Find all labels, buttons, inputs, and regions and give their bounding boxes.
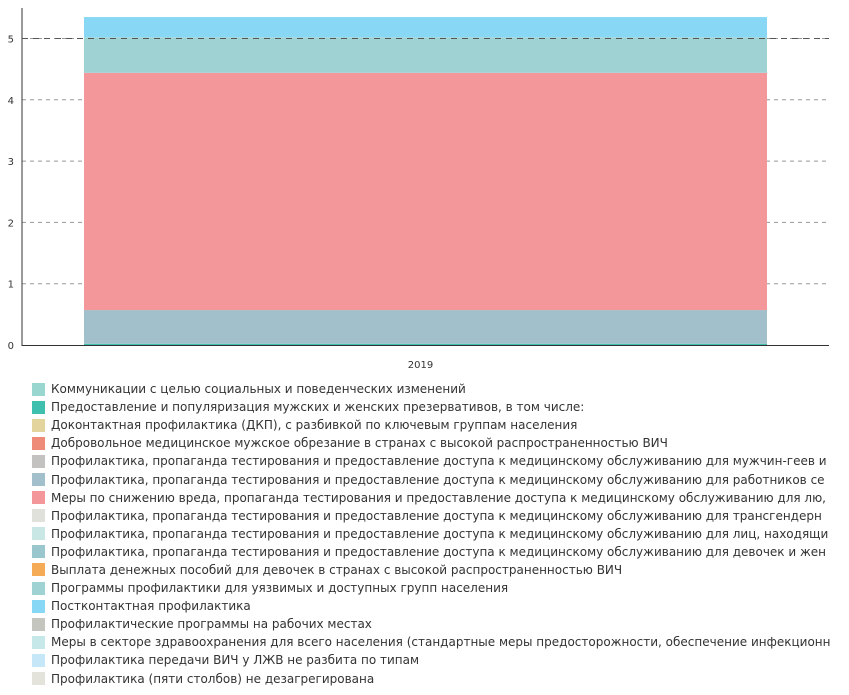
legend-label: Меры по снижению вреда, пропаганда тести… <box>51 490 826 505</box>
legend-label: Профилактика (пяти столбов) не дезагреги… <box>51 671 375 686</box>
y-tick-label: 0 <box>8 341 14 352</box>
y-tick-label: 3 <box>8 157 14 168</box>
bar-segment <box>84 37 767 73</box>
legend-swatch <box>32 436 45 450</box>
legend-swatch <box>32 418 45 432</box>
legend-swatch <box>32 454 45 468</box>
stacked-bar-chart: 0 1 2 3 4 5 2019 <box>8 8 829 370</box>
legend-label: Профилактические программы на рабочих ме… <box>51 617 372 632</box>
legend-swatch <box>32 491 45 505</box>
legend-item: Профилактика передачи ВИЧ у ЛЖВ не разби… <box>32 651 849 669</box>
y-tick-label: 1 <box>8 280 14 291</box>
bar-segment <box>84 17 767 38</box>
legend-label: Профилактика передачи ВИЧ у ЛЖВ не разби… <box>51 653 420 668</box>
legend-label: Профилактика, пропаганда тестирования и … <box>51 472 825 487</box>
legend-label: Профилактика, пропаганда тестирования и … <box>51 508 822 523</box>
legend-swatch <box>32 382 45 396</box>
y-tick-label: 4 <box>8 96 14 107</box>
legend-item: Меры в секторе здравоохранения для всего… <box>32 633 849 651</box>
bar-segment <box>84 343 767 345</box>
y-tick-label: 5 <box>8 35 14 46</box>
legend-swatch <box>32 653 45 667</box>
legend-item: Коммуникации с целью социальных и поведе… <box>32 380 849 398</box>
legend-item: Добровольное медицинское мужское обрезан… <box>32 434 849 452</box>
x-tick-label: 2019 <box>408 360 433 370</box>
y-tick-label: 2 <box>8 218 14 229</box>
legend-swatch <box>32 672 45 686</box>
legend-label: Добровольное медицинское мужское обрезан… <box>51 436 668 451</box>
chart-legend: Коммуникации с целью социальных и поведе… <box>32 380 849 688</box>
x-tick-labels: 2019 <box>408 360 433 370</box>
legend-label: Программы профилактики для уязвимых и до… <box>51 581 509 596</box>
legend-label: Постконтактная профилактика <box>51 599 251 614</box>
axes <box>21 8 829 346</box>
legend-item: Доконтактная профилактика (ДКП), с разби… <box>32 416 849 434</box>
legend-item: Профилактика, пропаганда тестирования и … <box>32 452 849 470</box>
legend-label: Предоставление и популяризация мужских и… <box>51 400 585 415</box>
legend-item: Профилактика, пропаганда тестирования и … <box>32 507 849 525</box>
legend-swatch <box>32 400 45 414</box>
legend-swatch <box>32 473 45 487</box>
legend-item: Профилактика (пяти столбов) не дезагреги… <box>32 670 849 688</box>
legend-item: Профилактические программы на рабочих ме… <box>32 615 849 633</box>
legend-item: Предоставление и популяризация мужских и… <box>32 398 849 416</box>
bar-segment <box>84 72 767 311</box>
legend-label: Профилактика, пропаганда тестирования и … <box>51 526 829 541</box>
legend-swatch <box>32 545 45 559</box>
legend-item: Выплата денежных пособий для девочек в с… <box>32 561 849 579</box>
legend-swatch <box>32 563 45 577</box>
legend-label: Профилактика, пропаганда тестирования и … <box>51 454 827 469</box>
legend-item: Профилактика, пропаганда тестирования и … <box>32 543 849 561</box>
bar-stack <box>84 17 767 345</box>
legend-swatch <box>32 527 45 541</box>
legend-swatch <box>32 635 45 649</box>
legend-item: Постконтактная профилактика <box>32 597 849 615</box>
legend-label: Выплата денежных пособий для девочек в с… <box>51 562 623 577</box>
bar-segment <box>84 310 767 344</box>
legend-item: Профилактика, пропаганда тестирования и … <box>32 525 849 543</box>
legend-swatch <box>32 509 45 523</box>
legend-label: Коммуникации с целью социальных и поведе… <box>51 382 466 397</box>
y-tick-labels: 0 1 2 3 4 5 <box>8 35 14 353</box>
legend-label: Профилактика, пропаганда тестирования и … <box>51 544 827 559</box>
legend-label: Меры в секторе здравоохранения для всего… <box>51 635 831 650</box>
legend-item: Меры по снижению вреда, пропаганда тести… <box>32 489 849 507</box>
legend-swatch <box>32 617 45 631</box>
legend-swatch <box>32 581 45 595</box>
legend-swatch <box>32 599 45 613</box>
legend-label: Доконтактная профилактика (ДКП), с разби… <box>51 418 578 433</box>
legend-item: Профилактика, пропаганда тестирования и … <box>32 470 849 488</box>
legend-item: Программы профилактики для уязвимых и до… <box>32 579 849 597</box>
